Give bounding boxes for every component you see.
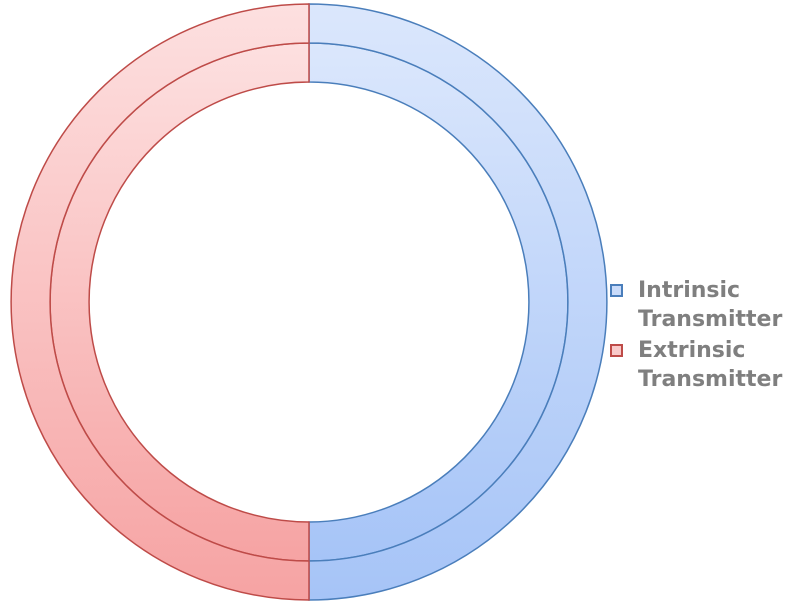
chart-legend: Intrinsic Transmitter Extrinsic Transmit… [606, 276, 782, 396]
legend-label-extrinsic-line2: Transmitter [638, 367, 783, 392]
legend-swatch-intrinsic [610, 284, 623, 297]
legend-item-intrinsic: Intrinsic Transmitter [606, 276, 782, 334]
slice-ring2-intrinsic-transmitter [308, 3, 608, 601]
legend-swatch-extrinsic [610, 344, 623, 357]
doughnut-slices [10, 3, 608, 601]
legend-label-intrinsic-line2: Transmitter [638, 307, 783, 332]
legend-label-intrinsic-line1: Intrinsic [638, 278, 741, 303]
legend-label-extrinsic-line1: Extrinsic [638, 338, 746, 363]
legend-item-extrinsic: Extrinsic Transmitter [606, 336, 782, 394]
slice-ring2-extrinsic-transmitter [10, 3, 310, 601]
